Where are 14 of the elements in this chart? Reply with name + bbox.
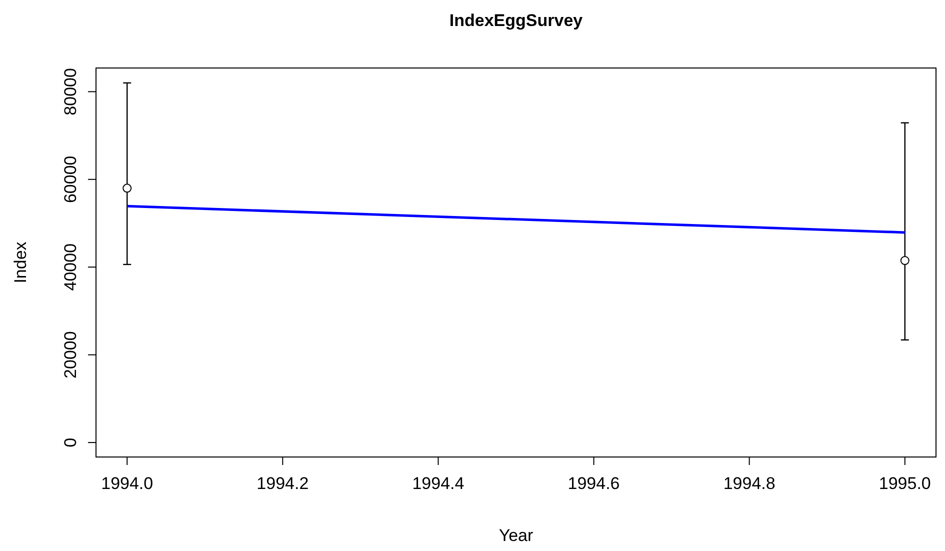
chart-title: IndexEggSurvey — [449, 11, 584, 30]
x-axis-title: Year — [498, 526, 534, 545]
y-tick-label: 40000 — [61, 243, 80, 291]
x-tick-label: 1994.6 — [568, 474, 620, 493]
y-tick-label: 60000 — [61, 156, 80, 204]
x-tick-label: 1994.0 — [101, 474, 154, 493]
x-tick-label: 1994.2 — [256, 474, 309, 493]
y-axis-title: Index — [11, 241, 30, 284]
y-tick-label: 20000 — [61, 331, 80, 378]
y-tick-label: 0 — [61, 438, 80, 448]
y-tick-label: 80000 — [61, 68, 80, 116]
x-tick-label: 1994.8 — [723, 474, 776, 493]
x-tick-label: 1995.0 — [878, 474, 931, 493]
x-tick-label: 1994.4 — [412, 474, 464, 493]
